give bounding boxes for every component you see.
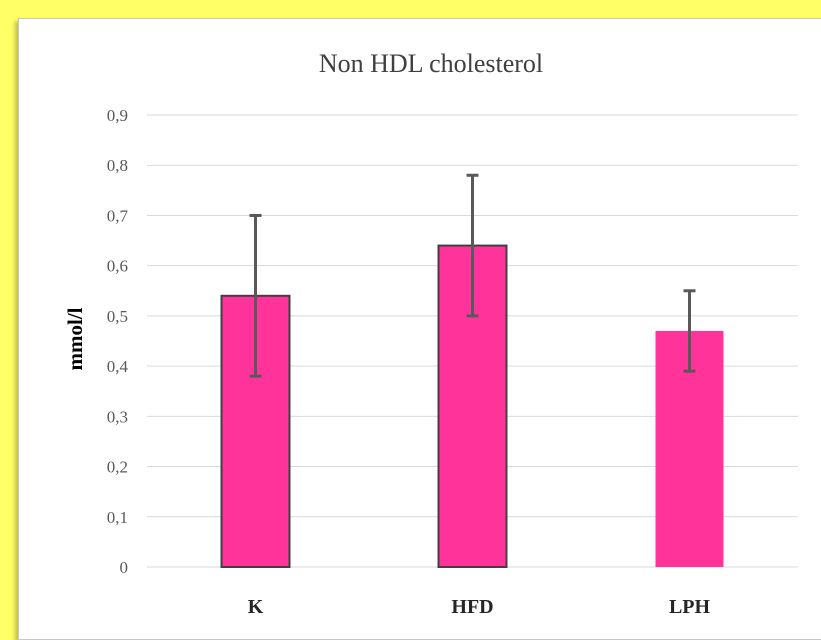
error-bar — [466, 173, 479, 318]
y-axis-ticks: 0 0,1 0,2 0,3 0,4 0,5 0,6 0,7 0,8 0,9 — [107, 106, 129, 577]
x-axis-categories: K HFD LPH — [248, 596, 711, 618]
y-tick-label: 0 — [120, 558, 129, 577]
error-bar — [683, 289, 696, 373]
y-tick-label: 0,3 — [107, 407, 128, 426]
y-tick-label: 0,8 — [107, 156, 128, 175]
y-tick-label: 0,1 — [107, 508, 128, 527]
x-category-label: LPH — [669, 596, 711, 618]
error-bars — [249, 173, 696, 378]
x-category-label: K — [248, 596, 264, 618]
chart-title: Non HDL cholesterol — [319, 49, 543, 78]
x-category-label: HFD — [451, 596, 493, 618]
chart-frame: 0 0,1 0,2 0,3 0,4 0,5 0,6 0,7 0,8 0,9 K HFD LPH Non… — [18, 18, 821, 640]
y-tick-label: 0,9 — [107, 106, 128, 125]
error-bar — [249, 213, 262, 378]
y-tick-label: 0,5 — [107, 307, 128, 326]
y-tick-label: 0,2 — [107, 458, 128, 477]
y-tick-label: 0,4 — [107, 357, 129, 376]
y-axis-label: mmol/l — [63, 307, 87, 370]
y-tick-label: 0,7 — [107, 206, 129, 225]
chart-panel: 0 0,1 0,2 0,3 0,4 0,5 0,6 0,7 0,8 0,9 K HFD LPH Non… — [18, 18, 821, 640]
bar-chart: 0 0,1 0,2 0,3 0,4 0,5 0,6 0,7 0,8 0,9 K HFD LPH Non… — [63, 49, 798, 618]
y-tick-label: 0,6 — [107, 257, 128, 276]
